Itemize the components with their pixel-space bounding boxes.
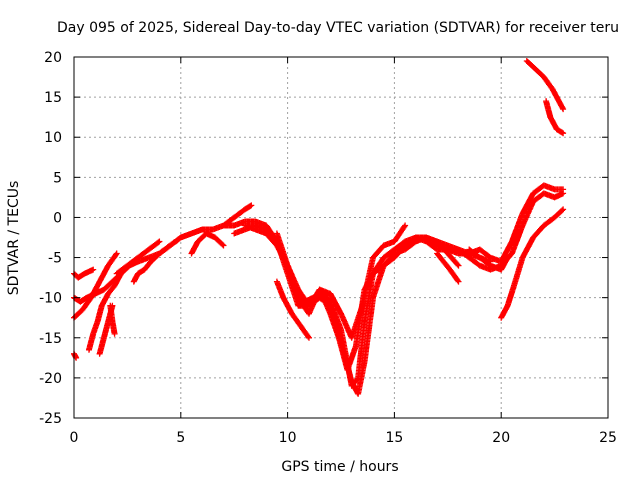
y-tick-label: 15 [44,90,62,106]
plus-markers [498,206,567,321]
x-tick-label: 10 [279,430,297,446]
y-axis-label: SDTVAR / TECUs [6,181,22,296]
series-sat-i [130,226,206,285]
y-tick-label: -20 [39,371,62,387]
y-tick-label: 10 [44,130,62,146]
series-sat-j [188,230,227,257]
plus-markers [434,250,462,285]
plus-markers [543,98,567,137]
series-sat-p [423,182,567,265]
series-sat-s [523,58,567,113]
series-sat-d [86,270,124,353]
series-sat-h [113,238,163,277]
series-sat-o [273,278,312,341]
series-sat-v [466,246,511,273]
plus-markers [130,226,206,285]
plus-markers [86,270,124,353]
y-tick-label: 5 [53,170,62,186]
x-tick-label: 20 [492,430,510,446]
series-sat-f [107,302,118,337]
plus-markers [423,182,567,265]
x-axis-label: GPS time / hours [281,459,398,475]
plus-markers [523,58,567,113]
plus-markers [273,222,409,341]
y-tick-label: -25 [39,411,62,427]
x-tick-label: 0 [70,430,79,446]
series-sat-r [498,206,567,321]
plus-markers [273,278,312,341]
y-tick-label: -10 [39,291,62,307]
plot-frame [73,56,609,419]
axis-ticks: 0 5 10 15 20 25 -25 -20 -15 -10 -5 0 5 10 15 20 [39,50,617,446]
series-sat-u [434,250,462,285]
x-tick-label: 25 [599,430,617,446]
plus-markers [466,246,511,273]
series-sat-n [273,222,409,341]
plus-markers [107,302,118,337]
grid [74,57,608,418]
x-tick-label: 5 [176,430,185,446]
series-sat-t [543,98,567,137]
y-tick-label: -15 [39,331,62,347]
plus-markers [188,230,227,257]
y-tick-label: 0 [53,210,62,226]
plus-markers [113,238,163,277]
chart-title: Day 095 of 2025, Sidereal Day-to-day VTE… [57,20,619,36]
y-tick-label: 20 [44,50,62,66]
x-tick-label: 15 [385,430,403,446]
y-tick-label: -5 [48,251,62,267]
